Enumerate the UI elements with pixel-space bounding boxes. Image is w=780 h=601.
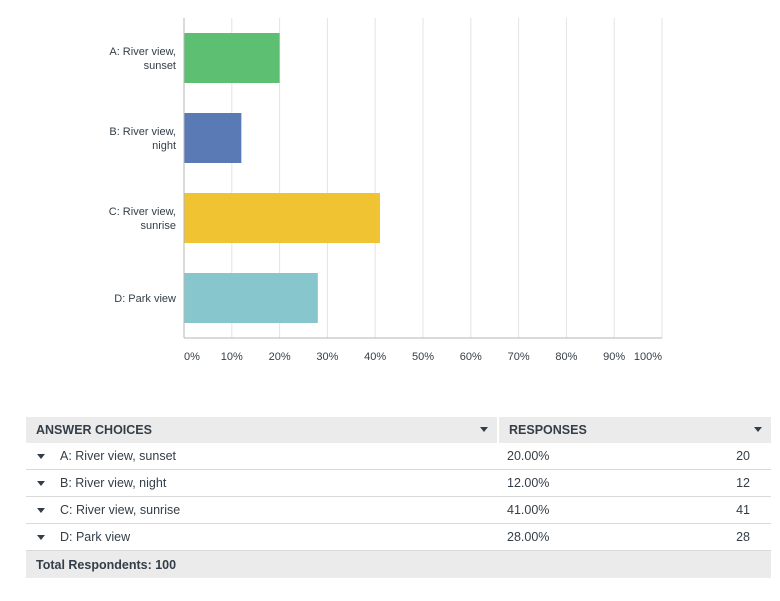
category-label: B: River view, night <box>109 126 176 152</box>
x-tick-label: 90% <box>603 351 625 363</box>
response-percent: 28.00% <box>507 530 550 544</box>
total-respondents: Total Respondents: 100 <box>26 551 771 578</box>
response-percent: 12.00% <box>507 476 550 490</box>
category-label-line: sunset <box>144 60 176 72</box>
category-label-line: A: River view, <box>109 46 176 58</box>
category-label-line: D: Park view <box>114 293 176 305</box>
x-tick-label: 80% <box>555 351 577 363</box>
expand-caret-icon[interactable] <box>37 480 45 486</box>
x-tick-label: 0% <box>184 351 200 363</box>
x-tick-label: 60% <box>460 351 482 363</box>
table-row: A: River view, sunset 20.00% 20 <box>26 443 771 470</box>
responses-header[interactable]: RESPONSES <box>499 417 771 443</box>
x-tick-label: 70% <box>508 351 530 363</box>
bar-chart: A: River view, sunset B: River view, night C… <box>109 18 663 363</box>
response-count: 28 <box>736 530 750 544</box>
responses-table: ANSWER CHOICES RESPONSES A: River view, … <box>26 417 771 578</box>
header-divider <box>497 417 499 443</box>
answer-choice-label: B: River view, night <box>60 476 167 490</box>
bar <box>184 273 318 323</box>
response-count: 12 <box>736 476 750 490</box>
sort-caret-down-icon[interactable] <box>480 427 488 432</box>
answer-choice-label: C: River view, sunrise <box>60 503 181 517</box>
table-row: C: River view, sunrise 41.00% 41 <box>26 497 771 524</box>
response-count: 41 <box>736 503 750 517</box>
x-tick-label: 30% <box>316 351 338 363</box>
sort-caret-down-icon[interactable] <box>754 427 762 432</box>
answer-choice-label: D: Park view <box>60 530 131 544</box>
category-label-line: B: River view, <box>109 126 176 138</box>
response-count: 20 <box>736 449 750 463</box>
expand-caret-icon[interactable] <box>37 534 45 540</box>
category-label-line: sunrise <box>141 220 176 232</box>
category-label: A: River view, sunset <box>109 46 176 72</box>
table-row: B: River view, night 12.00% 12 <box>26 470 771 497</box>
expand-caret-icon[interactable] <box>37 453 45 459</box>
x-tick-label: 10% <box>221 351 243 363</box>
category-label: D: Park view <box>114 293 176 305</box>
bar <box>184 113 242 163</box>
expand-caret-icon[interactable] <box>37 507 45 513</box>
response-percent: 41.00% <box>507 503 550 517</box>
bar <box>184 193 380 243</box>
category-label-line: C: River view, <box>109 206 176 218</box>
answer-choices-header[interactable]: ANSWER CHOICES <box>26 417 497 443</box>
answer-choices-header-label: ANSWER CHOICES <box>36 423 152 437</box>
table-header: ANSWER CHOICES RESPONSES <box>26 417 771 443</box>
category-label: C: River view, sunrise <box>109 206 176 232</box>
bar <box>184 33 280 83</box>
x-tick-label: 100% <box>634 351 662 363</box>
x-tick-label: 50% <box>412 351 434 363</box>
table-row: D: Park view 28.00% 28 <box>26 524 771 551</box>
category-label-line: night <box>152 140 176 152</box>
x-tick-label: 20% <box>269 351 291 363</box>
response-percent: 20.00% <box>507 449 550 463</box>
answer-choice-label: A: River view, sunset <box>60 449 177 463</box>
x-tick-label: 40% <box>364 351 386 363</box>
responses-header-label: RESPONSES <box>509 423 587 437</box>
